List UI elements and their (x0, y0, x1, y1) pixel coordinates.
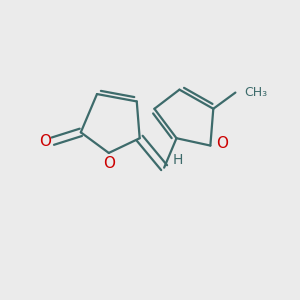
Text: O: O (216, 136, 228, 151)
Text: CH₃: CH₃ (244, 86, 267, 99)
Text: H: H (172, 153, 183, 167)
Text: O: O (40, 134, 52, 149)
Text: O: O (103, 156, 115, 171)
